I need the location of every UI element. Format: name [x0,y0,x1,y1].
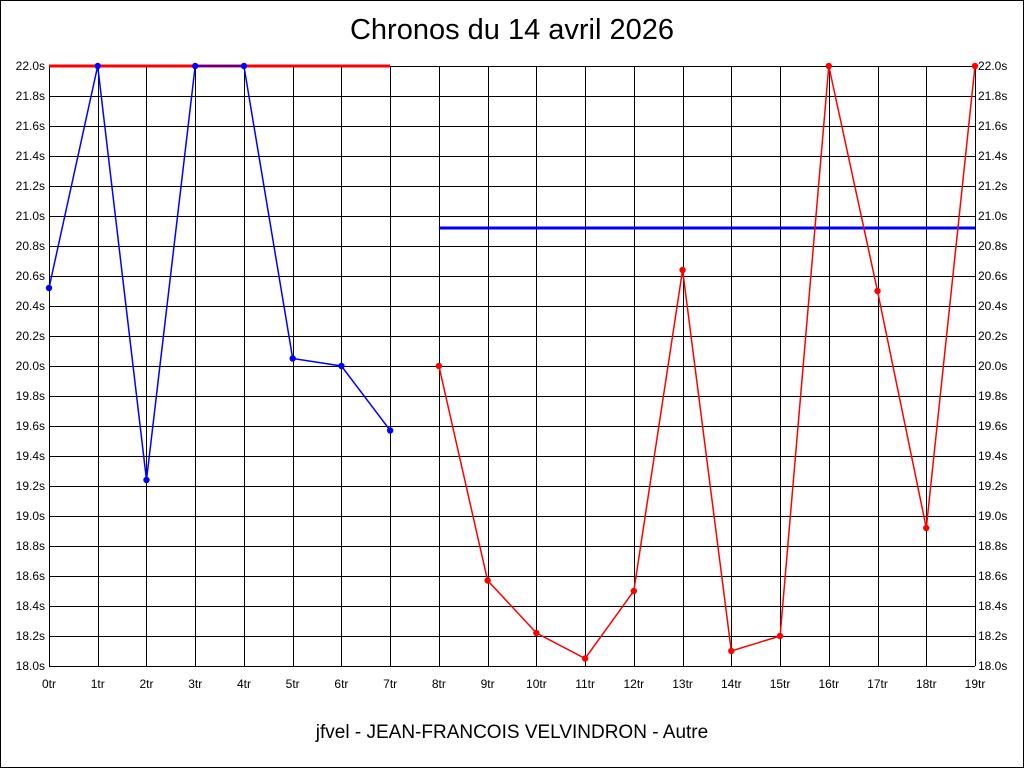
x-tick-label: 9tr [481,677,495,691]
x-tick-label: 16tr [818,677,839,691]
chart-footer: jfvel - JEAN-FRANCOIS VELVINDRON - Autre [315,722,709,743]
y-tick-label-left: 18.6s [16,569,45,583]
series-line [48,65,391,481]
reference-lines [49,64,975,230]
x-axis: 0tr 1tr 2tr 3tr 4tr 5tr 6tr 7tr 8tr 9tr 10tr 11tr 12… [42,677,985,691]
y-tick-label-left: 21.6s [16,119,45,133]
y-tick-label-left: 18.8s [16,539,45,553]
data-point [776,632,784,640]
chart-grid [49,66,976,667]
series-points [45,62,979,662]
y-axis-right: 18.0s 18.2s 18.4s 18.6s 18.8s 19.0s 19.2s 19.4s… [978,59,1007,673]
y-tick-label-right: 18.4s [978,599,1007,613]
y-tick-label-left: 19.4s [16,449,45,463]
x-tick-label: 7tr [383,677,397,691]
data-point [386,427,394,434]
x-tick-label: 17tr [867,677,888,691]
y-tick-label-left: 21.8s [16,89,45,103]
y-tick-label-right: 18.8s [978,539,1007,553]
y-tick-label-right: 21.6s [978,119,1007,133]
y-tick-label-right: 21.4s [978,149,1007,163]
x-tick-label: 6tr [334,677,348,691]
y-tick-label-right: 19.8s [978,389,1007,403]
x-tick-label: 3tr [188,677,202,691]
y-tick-label-left: 21.0s [16,209,45,223]
y-tick-label-left: 18.0s [16,659,45,673]
y-tick-label-right: 18.0s [978,659,1007,673]
y-tick-label-right: 19.2s [978,479,1007,493]
y-tick-label-left: 20.4s [16,299,45,313]
y-axis-left: 18.0s 18.2s 18.4s 18.6s 18.8s 19.0s 19.2s 19.4s… [16,59,45,673]
x-tick-label: 18tr [916,677,937,691]
x-tick-label: 10tr [526,677,547,691]
data-point [825,62,832,70]
x-tick-label: 2tr [139,677,153,691]
y-tick-label-left: 20.2s [16,329,45,343]
y-tick-label-left: 20.0s [16,359,45,373]
x-tick-label: 0tr [42,677,56,691]
y-tick-label-right: 19.0s [978,509,1007,523]
data-point [874,287,881,295]
y-tick-label-left: 21.4s [16,149,45,163]
y-tick-label-right: 21.2s [978,179,1007,193]
y-tick-label-right: 19.4s [978,449,1007,463]
y-tick-label-left: 19.6s [16,419,45,433]
x-tick-label: 19tr [965,677,986,691]
y-tick-label-left: 20.6s [16,269,45,283]
y-tick-label-left: 19.8s [16,389,45,403]
y-tick-label-right: 20.8s [978,239,1007,253]
y-tick-label-left: 22.0s [16,59,45,73]
series-lines [48,65,976,660]
data-point [630,587,638,595]
y-tick-label-right: 20.6s [978,269,1007,283]
data-point [338,362,345,370]
y-tick-label-left: 18.4s [16,599,45,613]
x-tick-label: 14tr [721,677,742,691]
data-point [581,655,589,662]
y-tick-label-left: 20.8s [16,239,45,253]
data-point [679,266,686,274]
y-tick-label-right: 20.2s [978,329,1007,343]
x-tick-label: 15tr [770,677,791,691]
data-point [435,362,443,370]
x-tick-label: 8tr [432,677,446,691]
chart-title: Chronos du 14 avril 2026 [349,14,675,46]
x-tick-label: 5tr [286,677,300,691]
y-tick-label-right: 20.0s [978,359,1007,373]
data-point [143,476,150,484]
y-tick-label-left: 18.2s [16,629,45,643]
x-tick-label: 12tr [623,677,644,691]
y-tick-label-left: 19.0s [16,509,45,523]
y-tick-label-left: 19.2s [16,479,45,493]
data-point [971,62,979,70]
x-tick-label: 13tr [672,677,693,691]
data-point [728,647,735,655]
data-point [192,62,199,70]
y-tick-label-left: 21.2s [16,179,45,193]
data-point [45,284,53,292]
data-point [289,355,296,362]
y-tick-label-right: 20.4s [978,299,1007,313]
y-tick-label-right: 22.0s [978,59,1007,73]
data-point [484,577,491,584]
data-point [94,62,101,70]
x-tick-label: 11tr [575,677,595,691]
y-tick-label-right: 19.6s [978,419,1007,433]
x-tick-label: 4tr [237,677,251,691]
x-tick-label: 1tr [91,677,105,691]
y-tick-label-right: 21.8s [978,89,1007,103]
y-tick-label-right: 21.0s [978,209,1007,223]
data-point [923,524,930,532]
y-tick-label-right: 18.2s [978,629,1007,643]
data-point [533,629,540,637]
data-point [240,62,248,70]
series-line [438,65,976,660]
y-tick-label-right: 18.6s [978,569,1007,583]
